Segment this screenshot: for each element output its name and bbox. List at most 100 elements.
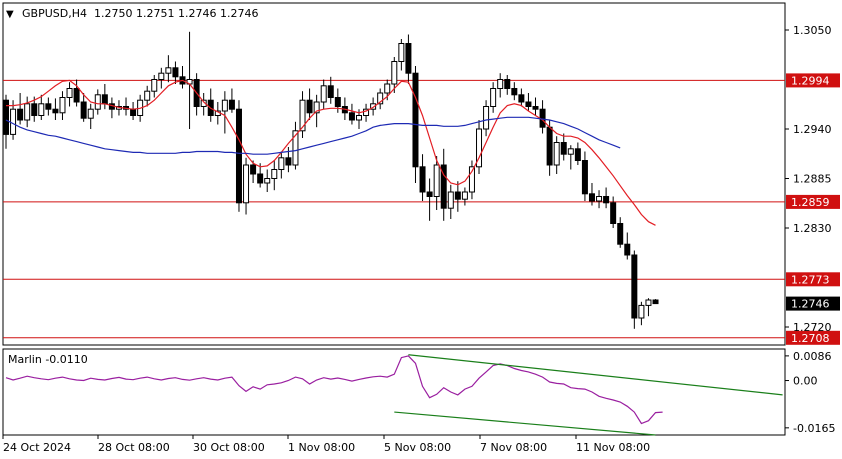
candle-body — [603, 196, 610, 204]
time-tick-label: 7 Nov 08:00 — [480, 441, 547, 454]
candle-body — [461, 191, 468, 200]
candle-body — [144, 90, 151, 101]
osc-trend-line — [408, 354, 783, 396]
title-arrow-icon[interactable]: ▼ — [6, 9, 14, 20]
candle-body — [370, 103, 377, 110]
candle-body — [476, 128, 483, 168]
time-tick-label: 1 Nov 08:00 — [288, 441, 355, 454]
candle-body — [59, 97, 66, 114]
candle-body — [38, 103, 45, 117]
candle-body — [271, 169, 278, 179]
candle-body — [610, 202, 617, 225]
price-tick-label: 1.3050 — [793, 24, 832, 37]
candle-body — [235, 108, 242, 204]
candle-body — [426, 191, 433, 197]
current-price-label: 1.2746 — [791, 298, 830, 311]
candle-body — [511, 88, 518, 96]
time-tick-label: 30 Oct 08:00 — [193, 441, 265, 454]
candle-body — [17, 108, 24, 121]
candle-body — [299, 99, 306, 132]
time-tick-label: 11 Nov 08:00 — [576, 441, 650, 454]
oscillator-panel: 0.0086 0.00 -0.0165 — [5, 350, 835, 436]
candle-body — [567, 148, 574, 155]
candle-body — [165, 67, 172, 74]
candle-body — [31, 103, 38, 117]
candle-body — [52, 108, 59, 114]
level-label: 1.2994 — [791, 74, 830, 87]
price-tick-label: 1.2885 — [793, 173, 832, 186]
candle-body — [412, 72, 419, 168]
candle-body — [574, 148, 581, 162]
level-label-bg — [786, 194, 840, 209]
oscillator-panel-frame — [2, 348, 786, 436]
candle-body — [250, 164, 257, 175]
candle-body — [596, 196, 603, 202]
candle-body — [553, 142, 560, 166]
ma-slow-line — [5, 116, 621, 155]
candle-body — [546, 126, 553, 166]
price-tick-label: 1.2720 — [793, 321, 832, 334]
candle-body — [398, 43, 405, 62]
candle-body — [490, 88, 497, 107]
level-label: 1.2859 — [791, 196, 830, 209]
candle-body — [200, 99, 207, 107]
level-label: 1.2773 — [791, 273, 830, 286]
indicator-label: Marlin -0.0110 — [8, 353, 88, 366]
oscillator-line — [5, 355, 663, 425]
candle-body — [73, 88, 80, 103]
candle-body — [243, 164, 250, 204]
candle-body — [348, 112, 355, 121]
candle-body — [504, 79, 511, 89]
time-tick-label: 5 Nov 08:00 — [384, 441, 451, 454]
candle-body — [433, 164, 440, 197]
candle-body — [617, 223, 624, 245]
osc-trend-line — [394, 411, 656, 436]
candle-body — [80, 101, 87, 119]
candle-body — [327, 85, 334, 99]
candle-body — [624, 243, 631, 256]
candle-body — [638, 304, 645, 319]
candle-body — [264, 178, 271, 184]
candle-body — [518, 94, 525, 103]
candle-body — [24, 103, 31, 121]
candle-body — [101, 94, 108, 105]
candle-body — [483, 106, 490, 130]
osc-level-label: 0.00 — [793, 375, 818, 388]
candle-body — [447, 191, 454, 209]
chart-frames — [2, 2, 786, 436]
candle-body — [363, 108, 370, 116]
candle-body — [320, 85, 327, 103]
candle-body — [292, 130, 299, 166]
candle-body — [334, 97, 341, 107]
candle-body — [172, 67, 179, 78]
candle-body — [384, 83, 391, 94]
candle-body — [645, 299, 652, 306]
candle-body — [419, 166, 426, 193]
candle-body — [10, 108, 17, 135]
candle-body — [66, 88, 73, 98]
symbol-timeframe: GBPUSD,H4 — [22, 7, 87, 20]
price-tick-label: 1.2940 — [793, 123, 832, 136]
current-price-bg — [786, 296, 840, 311]
candle-body — [130, 108, 137, 116]
level-label-bg — [786, 73, 840, 88]
candle-body — [306, 99, 313, 114]
candle-body — [588, 193, 595, 202]
time-tick-label: 24 Oct 2024 — [3, 441, 71, 454]
candle-body — [356, 115, 362, 121]
candle-body — [581, 160, 588, 195]
level-label-bg — [786, 330, 840, 345]
candle-body — [3, 99, 9, 135]
candle-body — [560, 142, 567, 155]
candle-body — [94, 94, 101, 110]
candle-body — [158, 72, 165, 80]
candle-body — [278, 157, 285, 171]
candle-body — [228, 99, 235, 110]
candle-body — [468, 166, 475, 193]
price-tick-label: 1.2830 — [793, 222, 832, 235]
candle-body — [257, 173, 264, 184]
main-panel-frame — [2, 2, 786, 346]
candle-body — [377, 92, 384, 105]
